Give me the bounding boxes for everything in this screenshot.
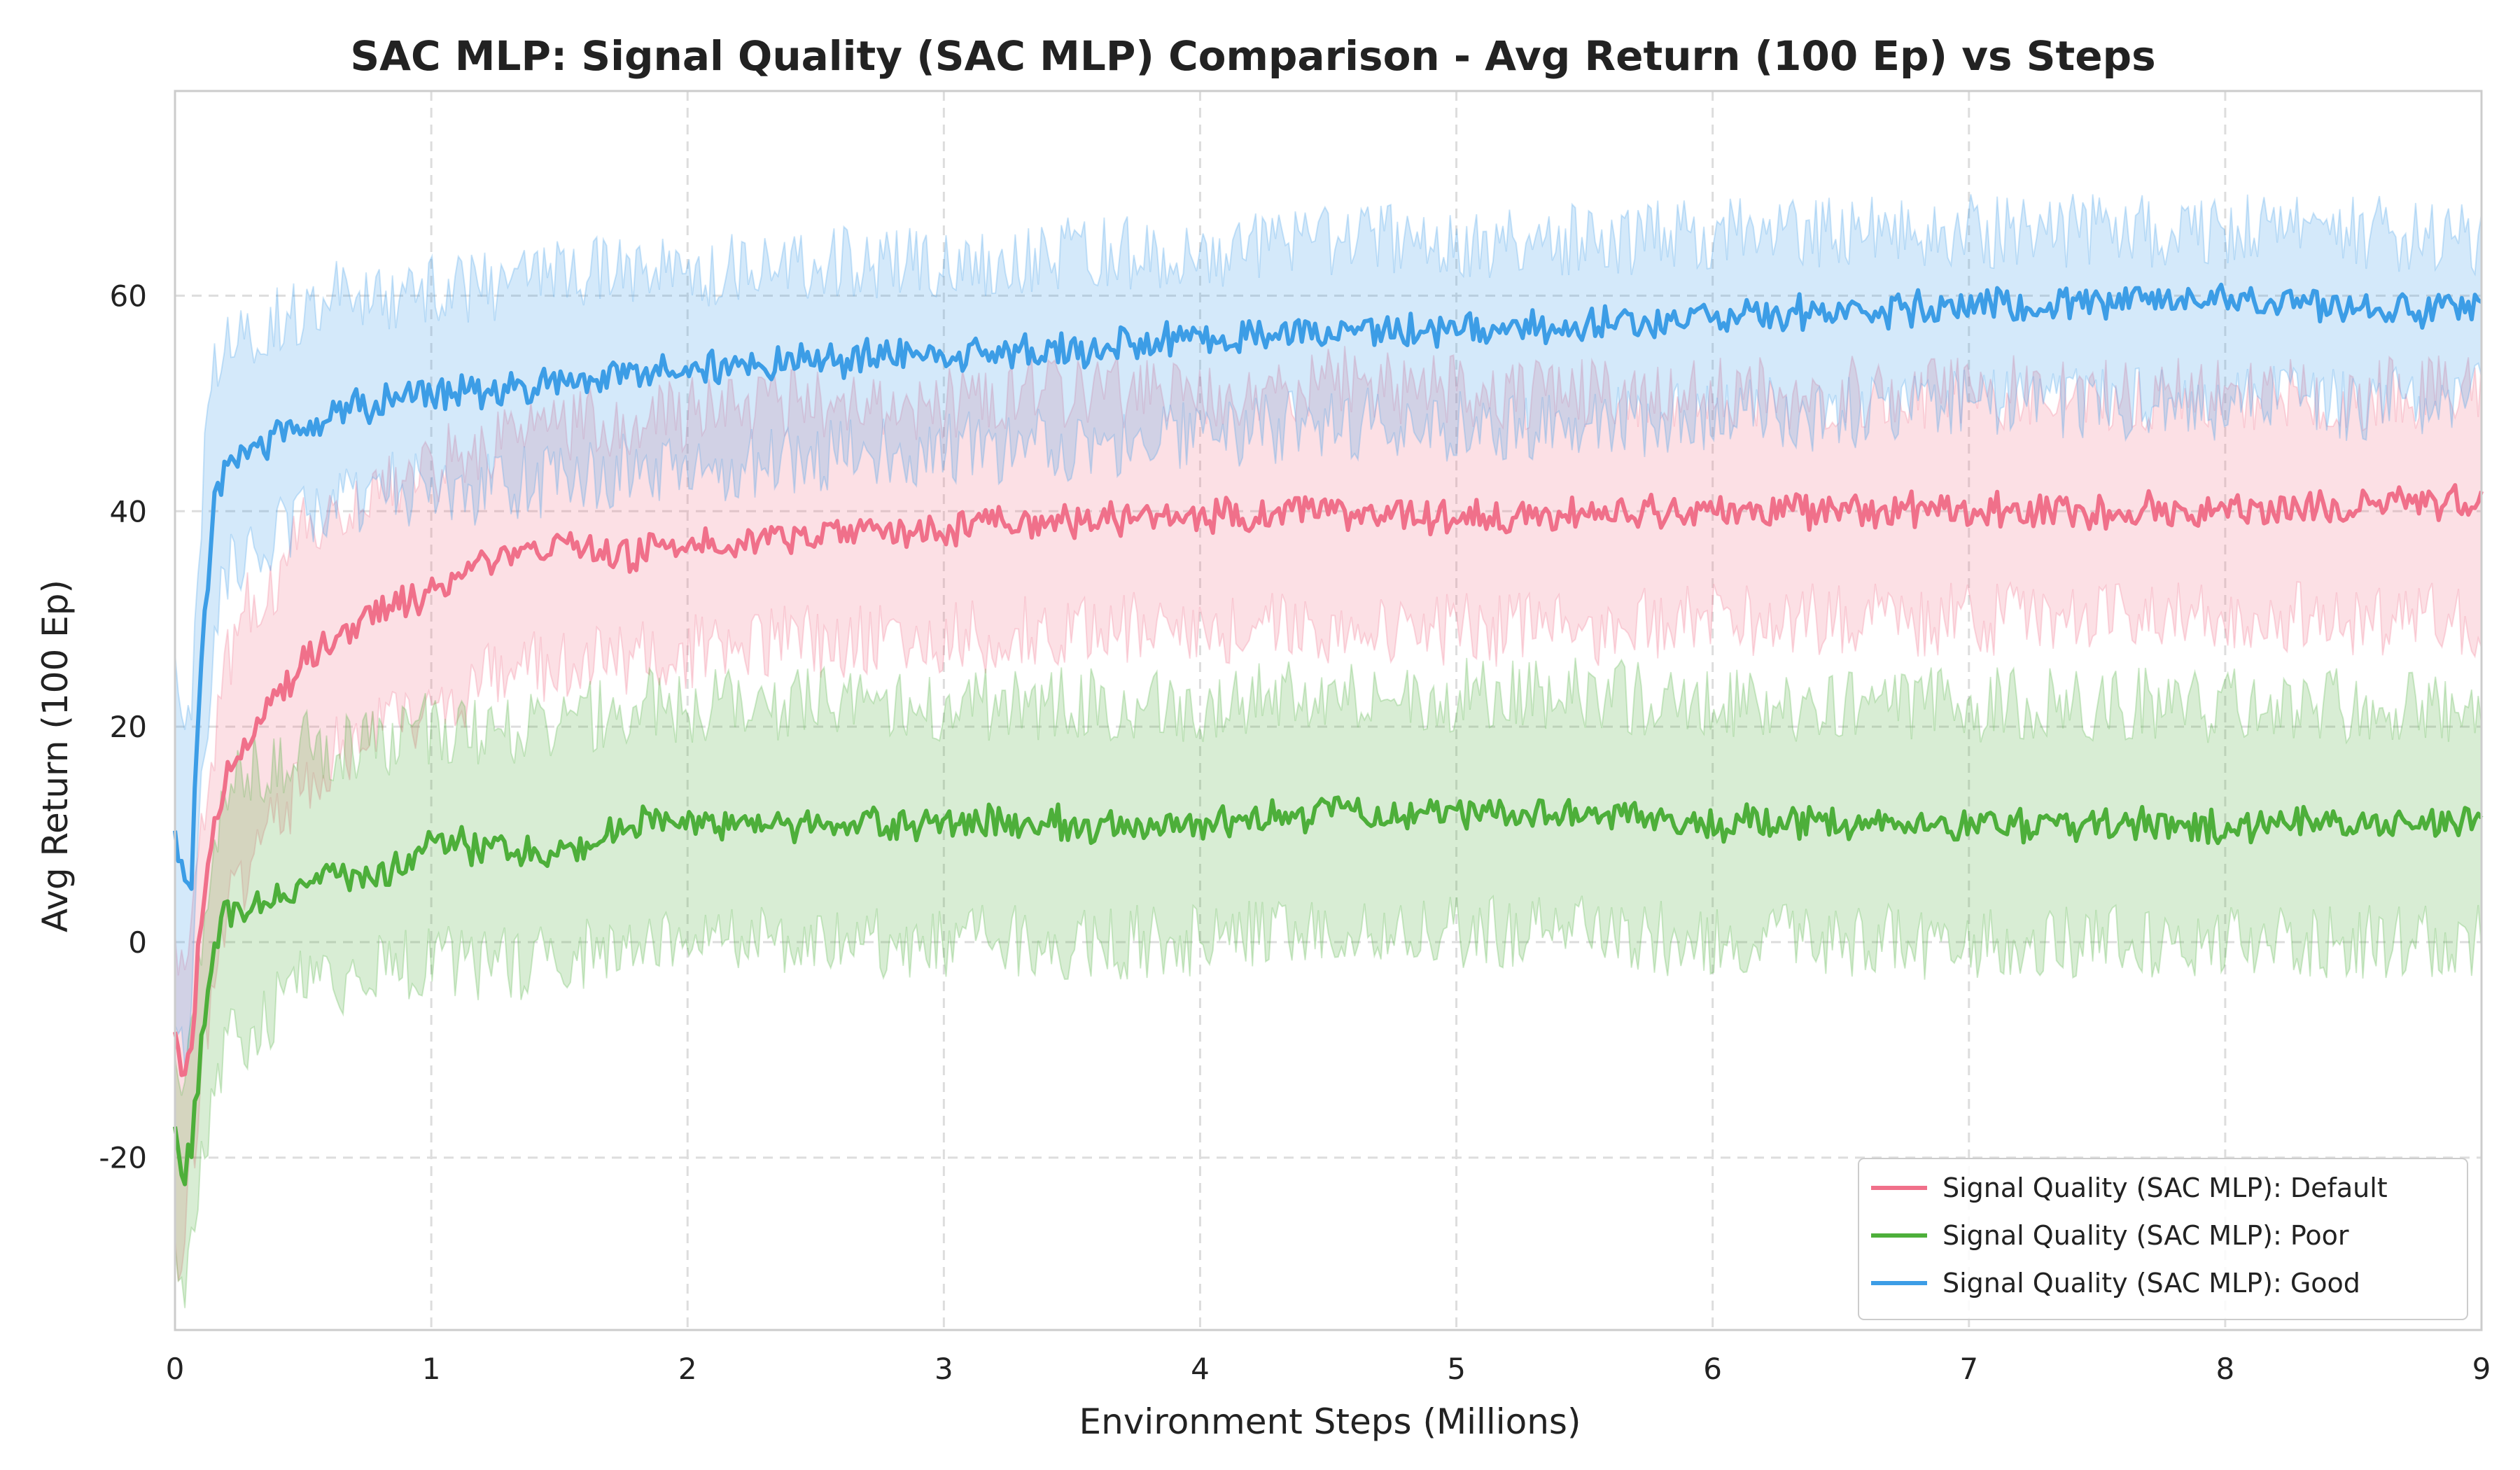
y-tick-label: 0: [128, 925, 147, 960]
x-tick-label: 3: [934, 1352, 953, 1386]
y-tick-label: -20: [99, 1141, 147, 1175]
chart-title: SAC MLP: Signal Quality (SAC MLP) Compar…: [350, 32, 2155, 80]
series-line: [173, 483, 2484, 1077]
x-tick-label: 8: [2216, 1352, 2235, 1386]
y-axis-label: Avg Return (100 Ep): [35, 580, 76, 932]
x-tick-label: 6: [1703, 1352, 1722, 1386]
x-tick-label: 4: [1191, 1352, 1210, 1386]
legend-entry: Signal Quality (SAC MLP): Poor: [1942, 1220, 2349, 1251]
x-tick-label: 7: [1959, 1352, 1978, 1386]
legend-entry: Signal Quality (SAC MLP): Default: [1942, 1172, 2388, 1203]
series-line: [173, 795, 2484, 1186]
x-tick-label: 9: [2472, 1352, 2491, 1386]
series-line: [173, 282, 2483, 891]
y-tick-label: 20: [110, 710, 147, 744]
x-tick-label: 1: [422, 1352, 441, 1386]
x-tick-label: 2: [678, 1352, 697, 1386]
y-tick-label: 40: [110, 494, 147, 528]
legend-entry: Signal Quality (SAC MLP): Good: [1942, 1268, 2360, 1298]
x-tick-label: 0: [166, 1352, 185, 1386]
x-tick-label: 5: [1447, 1352, 1466, 1386]
y-tick-label: 60: [110, 279, 147, 313]
line-layer: [173, 282, 2484, 1186]
x-axis-label: Environment Steps (Millions): [1079, 1401, 1581, 1442]
legend-box: [1858, 1158, 2468, 1320]
plot-frame: [174, 90, 2483, 1331]
tick-layer: 0 1 2 3 4 5 6 7 8 9 -20 0 20 40 60: [99, 279, 2491, 1386]
legend: Signal Quality (SAC MLP): Default Signal …: [1858, 1158, 2468, 1320]
